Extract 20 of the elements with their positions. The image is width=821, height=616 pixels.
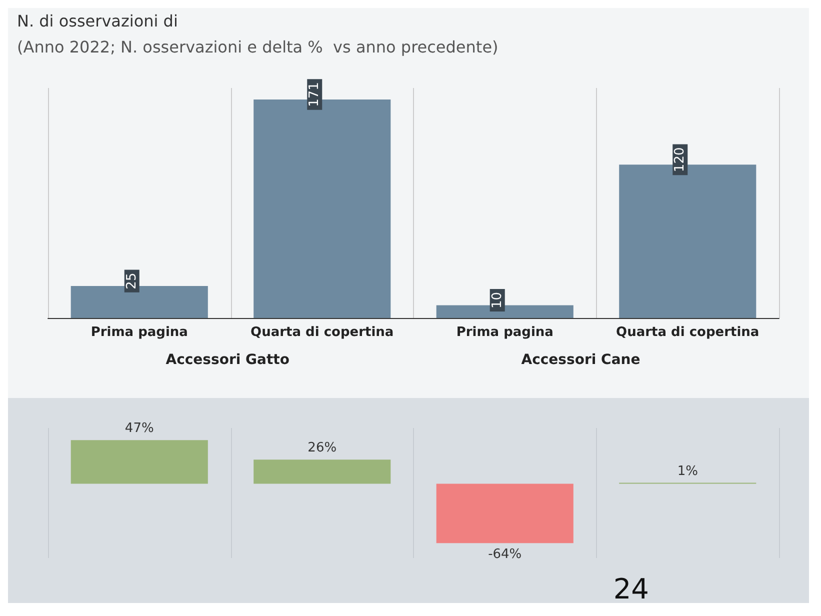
- x-tick-label: Prima pagina: [90, 325, 188, 340]
- data-label: -64%: [488, 547, 522, 562]
- text: Accessori Gatto: [166, 352, 290, 368]
- data-label: 1%: [677, 464, 698, 479]
- data-label: 26%: [308, 440, 337, 456]
- chart-subtitle: (Anno 2022; N. osservazioni e delta % vs anno precedente): [17, 38, 498, 56]
- data-label: 10: [490, 292, 505, 308]
- x-tick-label: Prima pagina: [456, 325, 554, 340]
- data-label: 47%: [124, 421, 154, 436]
- text: 24: [613, 572, 650, 606]
- chart-title: N. di osservazioni di: [17, 12, 178, 30]
- bar: [436, 484, 574, 544]
- data-label: 171: [307, 82, 322, 107]
- text: Accessori Cane: [521, 352, 640, 368]
- data-label: 25: [124, 272, 140, 290]
- x-tick-label: Quarta di copertina: [250, 325, 394, 340]
- data-label: 120: [672, 147, 688, 172]
- bar: [70, 440, 208, 484]
- x-tick-label: Quarta di copertina: [616, 325, 760, 340]
- bar: [254, 460, 391, 484]
